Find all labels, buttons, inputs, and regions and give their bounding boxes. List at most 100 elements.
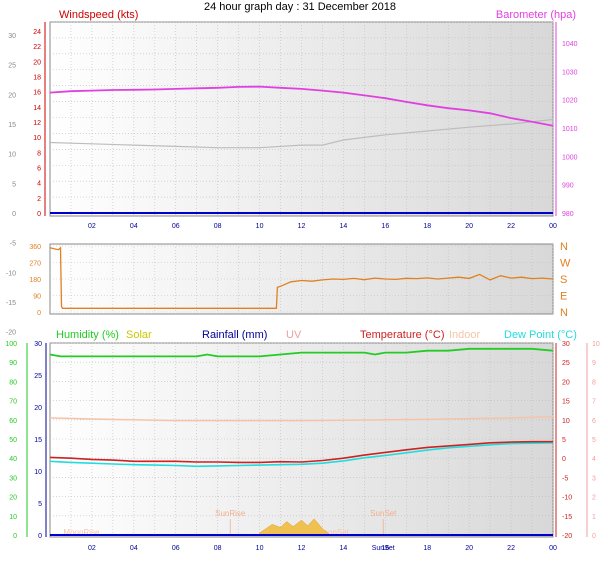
barometer-line xyxy=(49,85,554,127)
wind-direction-line xyxy=(49,246,554,309)
temp-x-tick: 04 xyxy=(130,545,138,552)
rainfall-tick: 30 xyxy=(34,341,42,348)
wind-x-tick: 16 xyxy=(381,223,389,230)
windspeed-tick: 24 xyxy=(33,29,41,36)
wind-x-tick: 10 xyxy=(256,223,264,230)
wind-x-tick: 06 xyxy=(172,223,180,230)
barometer-tick: 1030 xyxy=(562,69,578,76)
humidity-tick: 80 xyxy=(9,379,17,386)
temp-x-tick: 22 xyxy=(507,545,515,552)
temperature-line xyxy=(49,440,553,464)
humidity-tick: 100 xyxy=(5,341,17,348)
temp-x-tick: 14 xyxy=(340,545,348,552)
outer-left-tick: -10 xyxy=(6,270,16,277)
windspeed-tick: 6 xyxy=(37,166,41,173)
windspeed-line xyxy=(49,118,554,149)
wind-x-tick: 08 xyxy=(214,223,222,230)
temperature-tick: 0 xyxy=(562,456,566,463)
outer-left-tick: 10 xyxy=(8,152,16,159)
outer-left-tick: -15 xyxy=(6,300,16,307)
barometer-tick: 1040 xyxy=(562,41,578,48)
legend-item: Dew Point (°C) xyxy=(504,329,577,341)
temp-x-tick: 02 xyxy=(88,545,96,552)
wind-x-tick: 20 xyxy=(465,223,473,230)
legend-item: Solar xyxy=(126,329,152,341)
windspeed-tick: 20 xyxy=(33,59,41,66)
barometer-tick: 980 xyxy=(562,211,574,218)
wind-x-tick: 04 xyxy=(130,223,138,230)
outer-left-tick: -5 xyxy=(10,241,16,248)
temperature-tick: -10 xyxy=(562,495,572,502)
windspeed-tick: 2 xyxy=(37,196,41,203)
indoor-temperature-line xyxy=(49,415,554,422)
temperature-tick: 20 xyxy=(562,379,570,386)
uv-tick: 8 xyxy=(592,379,596,386)
temp-x-tick: SunSet xyxy=(372,545,395,552)
windspeed-tick: 12 xyxy=(33,120,41,127)
wind-x-tick: 00 xyxy=(549,223,557,230)
direction-tick: 270 xyxy=(29,261,41,268)
dew-point-line xyxy=(49,442,554,468)
panel-wind-barometer xyxy=(49,21,554,217)
temperature-tick: 25 xyxy=(562,360,570,367)
rainfall-tick: 25 xyxy=(34,373,42,380)
uv-tick: 3 xyxy=(592,475,596,482)
annotation-label: MoonRise xyxy=(63,528,100,537)
humidity-tick: 30 xyxy=(9,475,17,482)
humidity-tick: 0 xyxy=(13,533,17,540)
windspeed-tick: 10 xyxy=(33,135,41,142)
legend-item: Indoor xyxy=(449,329,481,341)
uv-tick: 2 xyxy=(592,495,596,502)
temperature-tick: -20 xyxy=(562,533,572,540)
rainfall-tick: 20 xyxy=(34,405,42,412)
temp-x-tick: 08 xyxy=(214,545,222,552)
uv-tick: 7 xyxy=(592,399,596,406)
compass-label: W xyxy=(560,258,571,270)
windspeed-tick: 22 xyxy=(33,44,41,51)
windspeed-tick: 0 xyxy=(37,211,41,218)
outer-left-tick: 5 xyxy=(12,181,16,188)
rainfall-tick: 0 xyxy=(38,533,42,540)
uv-tick: 9 xyxy=(592,360,596,367)
wind-x-tick: 18 xyxy=(423,223,431,230)
temp-x-tick: 16 xyxy=(381,545,389,552)
rainfall-tick: 15 xyxy=(34,437,42,444)
humidity-line xyxy=(49,347,554,358)
temperature-tick: 10 xyxy=(562,418,570,425)
legend-item: Temperature (°C) xyxy=(360,329,444,341)
wind-x-tick: 12 xyxy=(298,223,306,230)
chart-title: 24 hour graph day : 31 December 2018 xyxy=(204,1,396,13)
humidity-tick: 70 xyxy=(9,399,17,406)
temp-x-tick: 10 xyxy=(256,545,264,552)
windspeed-tick: 8 xyxy=(37,150,41,157)
barometer-axis-label: Barometer (hpa) xyxy=(496,9,576,21)
outer-left-tick: 0 xyxy=(12,211,16,218)
wind-x-tick: 14 xyxy=(340,223,348,230)
humidity-tick: 90 xyxy=(9,360,17,367)
uv-tick: 1 xyxy=(592,514,596,521)
solar-area xyxy=(259,518,329,536)
temperature-tick: -15 xyxy=(562,514,572,521)
humidity-tick: 50 xyxy=(9,437,17,444)
temp-x-tick: 18 xyxy=(423,545,431,552)
outer-left-tick: 30 xyxy=(8,33,16,40)
annotation-label: MoonSet xyxy=(317,528,350,537)
temperature-tick: 15 xyxy=(562,399,570,406)
direction-tick: 360 xyxy=(29,244,41,251)
uv-tick: 5 xyxy=(592,437,596,444)
barometer-tick: 1000 xyxy=(562,154,578,161)
legend-item: UV xyxy=(286,329,302,341)
annotation-label: SunRise xyxy=(215,509,246,518)
windspeed-tick: 18 xyxy=(33,75,41,82)
outer-left-tick: 25 xyxy=(8,63,16,70)
humidity-tick: 20 xyxy=(9,495,17,502)
direction-tick: 90 xyxy=(33,294,41,301)
temperature-tick: -5 xyxy=(562,475,568,482)
wind-x-tick: 22 xyxy=(507,223,515,230)
annotation-label: SunSet xyxy=(370,509,397,518)
barometer-tick: 1020 xyxy=(562,98,578,105)
rainfall-tick: 5 xyxy=(38,501,42,508)
outer-left-tick: 20 xyxy=(8,92,16,99)
temp-x-tick: 12 xyxy=(298,545,306,552)
